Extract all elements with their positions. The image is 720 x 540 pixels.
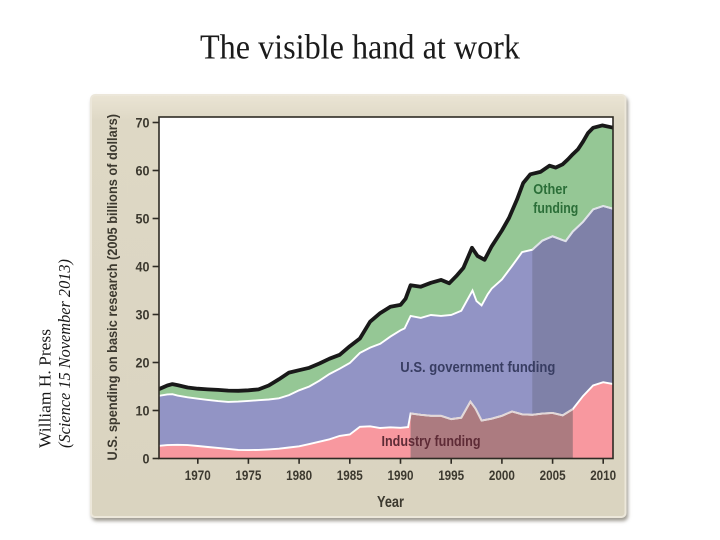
svg-text:2000: 2000 <box>489 468 515 483</box>
svg-text:1990: 1990 <box>388 468 414 483</box>
svg-text:20: 20 <box>136 355 150 370</box>
svg-text:Industry funding: Industry funding <box>382 434 481 450</box>
svg-text:70: 70 <box>136 115 150 130</box>
svg-text:U.S. spending on basic researc: U.S. spending on basic research (2005 bi… <box>104 114 120 461</box>
svg-text:0: 0 <box>143 451 150 466</box>
svg-text:40: 40 <box>136 259 150 274</box>
svg-text:30: 30 <box>136 307 150 322</box>
svg-text:The visible hand at work: The visible hand at work <box>200 28 520 67</box>
svg-text:1980: 1980 <box>286 468 312 483</box>
svg-text:(Science 15 November 2013): (Science 15 November 2013) <box>55 259 74 448</box>
svg-text:Other: Other <box>533 182 567 198</box>
svg-text:1975: 1975 <box>235 468 261 483</box>
svg-text:50: 50 <box>136 211 150 226</box>
svg-text:2010: 2010 <box>590 468 616 483</box>
svg-text:2005: 2005 <box>540 468 566 483</box>
svg-text:U.S. government funding: U.S. government funding <box>400 360 555 376</box>
svg-text:1985: 1985 <box>337 468 363 483</box>
svg-text:funding: funding <box>533 201 578 217</box>
svg-text:60: 60 <box>136 163 150 178</box>
svg-text:William H. Press: William H. Press <box>36 329 55 448</box>
svg-text:10: 10 <box>136 403 150 418</box>
svg-text:1995: 1995 <box>438 468 464 483</box>
svg-text:Year: Year <box>377 494 404 511</box>
svg-text:1970: 1970 <box>185 468 211 483</box>
